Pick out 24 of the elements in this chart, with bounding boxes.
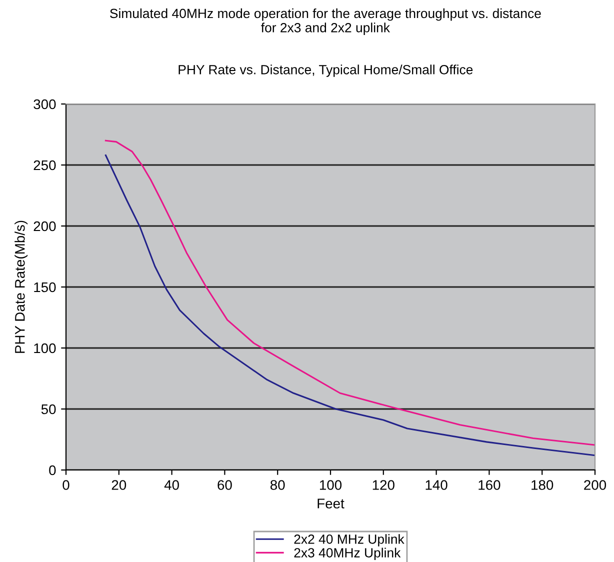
y-tick-label: 200 <box>34 221 56 232</box>
x-tick-label: 80 <box>270 480 285 490</box>
y-tick-label: 100 <box>34 343 56 354</box>
x-tick-label: 120 <box>372 480 394 490</box>
legend-label: 2x2 40 MHz Uplink <box>294 534 404 546</box>
x-tick-label: 0 <box>62 480 70 490</box>
x-tick-label: 100 <box>320 480 342 490</box>
y-tick-label: 250 <box>34 160 56 170</box>
y-tick-label: 300 <box>34 99 56 110</box>
x-tick-label: 140 <box>426 480 448 490</box>
y-tick-label: 50 <box>41 404 56 414</box>
x-tick-label: 40 <box>164 480 179 490</box>
x-axis-title: Feet <box>318 498 344 508</box>
x-tick-label: 160 <box>478 480 500 490</box>
y-tick-label: 150 <box>34 282 56 292</box>
legend-label: 2x3 40MHz Uplink <box>294 548 401 560</box>
chart-subtitle: PHY Rate vs. Distance, Typical Home/Small Office <box>178 64 473 77</box>
x-tick-label: 200 <box>584 480 606 490</box>
x-tick-label: 180 <box>532 480 554 490</box>
x-tick-label: 60 <box>218 480 232 490</box>
chart-title: Simulated 40MHz mode operation for the average throughput vs. distance for 2x3 and 2x2 uplink <box>110 8 541 35</box>
y-axis-title: PHY Date Rate(Mb/s) <box>14 220 28 353</box>
x-tick-label: 20 <box>112 480 126 490</box>
y-tick-label: 0 <box>49 465 56 476</box>
